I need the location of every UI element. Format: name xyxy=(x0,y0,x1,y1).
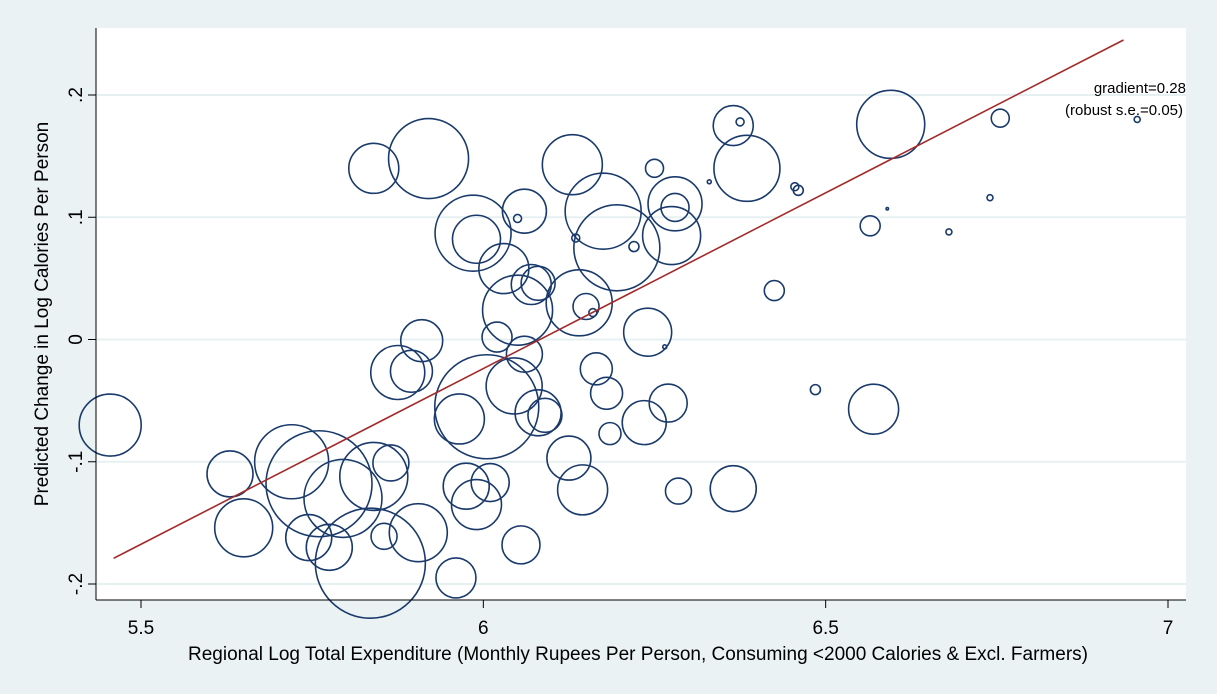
data-point xyxy=(660,192,690,223)
data-point xyxy=(713,134,781,203)
data-point xyxy=(1133,115,1141,124)
y-tick-label: 0 xyxy=(66,334,87,345)
x-tick-label: 6.5 xyxy=(812,618,838,639)
x-tick-label: 5.5 xyxy=(128,618,154,639)
data-point xyxy=(546,435,592,481)
data-point xyxy=(763,279,786,302)
data-point xyxy=(265,429,373,538)
data-point xyxy=(347,142,400,195)
y-tick-label: -.1 xyxy=(66,451,87,473)
data-point xyxy=(470,462,510,503)
y-tick-label: .1 xyxy=(66,209,87,225)
data-point xyxy=(541,133,604,196)
data-point xyxy=(206,450,254,498)
annotation-robust-se: (robust s.e.=0.05) xyxy=(1065,102,1183,119)
data-point xyxy=(790,181,800,192)
x-tick-label: 7 xyxy=(1163,618,1174,639)
data-point xyxy=(387,117,470,200)
data-point xyxy=(450,478,503,531)
data-point xyxy=(622,307,673,357)
data-point xyxy=(485,357,543,415)
data-point xyxy=(434,194,512,272)
x-axis-title: Regional Log Total Expenditure (Monthly … xyxy=(188,644,1088,665)
data-point xyxy=(847,383,900,435)
data-point xyxy=(579,352,614,386)
data-point xyxy=(573,204,661,292)
data-point xyxy=(372,444,410,482)
data-point xyxy=(370,522,398,551)
y-tick-label: -.2 xyxy=(66,573,87,595)
data-point xyxy=(435,557,477,599)
data-point xyxy=(647,176,703,232)
data-point xyxy=(986,193,994,202)
data-point xyxy=(641,205,702,266)
data-point xyxy=(589,376,624,411)
data-point xyxy=(598,421,622,446)
data-point xyxy=(990,108,1011,129)
data-point xyxy=(735,117,745,127)
data-point xyxy=(572,292,600,321)
data-point xyxy=(644,158,665,179)
data-point xyxy=(481,274,554,346)
data-point xyxy=(588,307,598,318)
data-point xyxy=(664,477,693,505)
data-point xyxy=(512,213,523,224)
data-point xyxy=(213,497,274,558)
data-point xyxy=(433,353,540,460)
data-point xyxy=(855,89,926,160)
data-point xyxy=(706,178,713,185)
data-point xyxy=(527,397,563,434)
data-point xyxy=(303,458,383,539)
data-point xyxy=(520,265,556,302)
data-point xyxy=(661,344,668,350)
annotation-gradient: gradient=0.28 xyxy=(1094,80,1186,97)
data-point xyxy=(501,525,541,565)
data-point xyxy=(809,383,822,396)
data-point xyxy=(369,344,426,401)
data-point xyxy=(399,318,444,363)
data-point xyxy=(505,335,544,373)
data-point xyxy=(389,349,434,394)
data-point xyxy=(481,321,513,353)
data-point xyxy=(442,462,491,511)
axes xyxy=(95,28,1186,601)
scatter-points xyxy=(78,89,1141,620)
data-point xyxy=(712,104,755,147)
plot-area xyxy=(96,28,1186,600)
data-point xyxy=(284,513,333,562)
data-point xyxy=(338,441,409,512)
data-point xyxy=(945,228,953,236)
x-tick-label: 6 xyxy=(478,618,489,639)
data-point xyxy=(451,214,502,265)
data-point xyxy=(314,507,427,620)
data-point xyxy=(564,172,642,250)
fit-line xyxy=(113,39,1124,560)
y-tick-label: .2 xyxy=(66,87,87,103)
data-point xyxy=(648,383,688,423)
data-point xyxy=(78,393,142,457)
data-point xyxy=(859,215,881,237)
ticks: 5.5 6 6.5 7 -.2 -.1 0 .1 .2 xyxy=(66,87,1173,639)
data-point xyxy=(501,188,548,234)
data-point xyxy=(792,184,805,197)
data-point xyxy=(556,464,609,516)
y-axis-title: Predicted Change in Log Calories Per Per… xyxy=(32,122,53,506)
data-point xyxy=(388,502,449,563)
data-point xyxy=(885,206,890,211)
gridlines xyxy=(97,94,1186,585)
data-point xyxy=(433,393,486,445)
data-point xyxy=(305,523,354,572)
data-point xyxy=(709,464,758,513)
data-point xyxy=(628,240,640,253)
